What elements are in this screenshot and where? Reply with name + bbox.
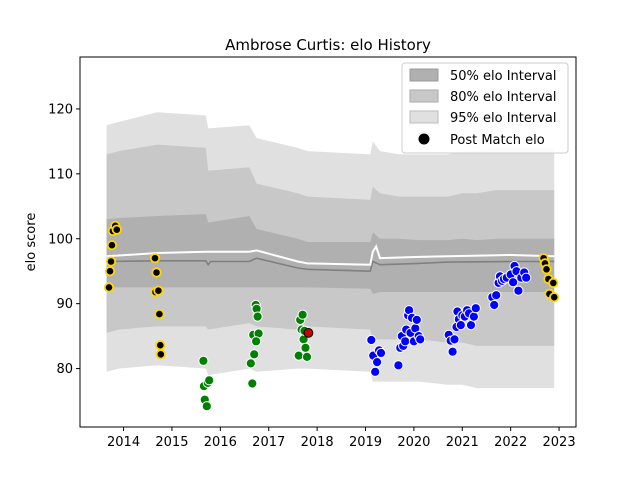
point-gold xyxy=(157,350,165,358)
legend-marker-post-match xyxy=(419,134,430,145)
point-green xyxy=(248,379,257,388)
point-green xyxy=(199,356,208,365)
x-tick-label: 2018 xyxy=(301,435,334,450)
point-blue xyxy=(490,300,499,309)
point-gold xyxy=(542,265,550,273)
point-blue xyxy=(394,361,403,370)
point-blue xyxy=(416,335,425,344)
point-green xyxy=(205,376,214,385)
point-gold xyxy=(154,287,162,295)
x-tick-label: 2020 xyxy=(397,435,430,450)
y-tick-label: 80 xyxy=(56,362,73,377)
y-tick-label: 120 xyxy=(48,102,73,117)
point-gold xyxy=(549,279,557,287)
x-tick-label: 2016 xyxy=(204,435,237,450)
point-gold xyxy=(113,226,121,234)
point-gold xyxy=(550,293,558,301)
point-green xyxy=(252,337,261,346)
x-tick-label: 2021 xyxy=(446,435,479,450)
point-blue xyxy=(371,367,380,376)
point-green xyxy=(202,402,211,411)
y-axis-ticks: 80 90 100 110 120 xyxy=(48,102,80,377)
x-tick-label: 2022 xyxy=(494,435,527,450)
point-green xyxy=(246,359,255,368)
point-gold xyxy=(151,254,159,262)
point-blue xyxy=(469,312,478,321)
x-tick-label: 2019 xyxy=(349,435,382,450)
point-blue xyxy=(466,321,475,330)
point-blue xyxy=(456,321,465,330)
point-gold xyxy=(105,283,113,291)
point-green xyxy=(294,351,303,360)
point-blue xyxy=(412,315,421,324)
point-blue xyxy=(471,304,480,313)
point-green xyxy=(250,350,259,359)
legend-label-95: 95% elo Interval xyxy=(450,111,557,126)
legend-swatch-50 xyxy=(410,69,438,81)
legend-label-50: 50% elo Interval xyxy=(450,69,557,84)
point-blue xyxy=(401,337,410,346)
x-tick-label: 2017 xyxy=(252,435,285,450)
legend-label-80: 80% elo Interval xyxy=(450,90,557,105)
point-blue xyxy=(522,273,531,282)
point-blue xyxy=(514,286,523,295)
x-tick-label: 2014 xyxy=(107,435,140,450)
point-gold xyxy=(152,268,160,276)
point-blue xyxy=(376,348,385,357)
point-green xyxy=(302,352,311,361)
point-gold xyxy=(106,267,114,275)
point-gold xyxy=(156,341,164,349)
y-tick-label: 90 xyxy=(56,297,73,312)
y-tick-label: 100 xyxy=(48,232,73,247)
point-blue xyxy=(448,347,457,356)
point-gold xyxy=(107,257,115,265)
x-tick-label: 2015 xyxy=(155,435,188,450)
chart-title: Ambrose Curtis: elo History xyxy=(225,36,431,54)
point-blue xyxy=(508,278,517,287)
point-blue xyxy=(373,358,382,367)
point-green xyxy=(298,310,307,319)
point-blue xyxy=(492,291,501,300)
legend: 50% elo Interval 80% elo Interval 95% el… xyxy=(402,63,568,153)
x-tick-label: 2023 xyxy=(543,435,576,450)
legend-swatch-80 xyxy=(410,90,438,102)
point-blue xyxy=(367,335,376,344)
legend-label-post-match: Post Match elo xyxy=(450,133,545,148)
point-red xyxy=(304,329,313,338)
point-blue xyxy=(450,335,459,344)
y-axis-label: elo score xyxy=(24,213,39,272)
point-green xyxy=(301,343,310,352)
point-gold xyxy=(155,310,163,318)
point-green xyxy=(253,312,262,321)
interval-bands xyxy=(107,112,555,388)
point-gold xyxy=(108,241,116,249)
legend-swatch-95 xyxy=(410,111,438,123)
y-tick-label: 110 xyxy=(48,167,73,182)
x-axis-ticks: 2014 2015 2016 2017 2018 2019 2020 2021 2022 2023 xyxy=(107,427,576,450)
